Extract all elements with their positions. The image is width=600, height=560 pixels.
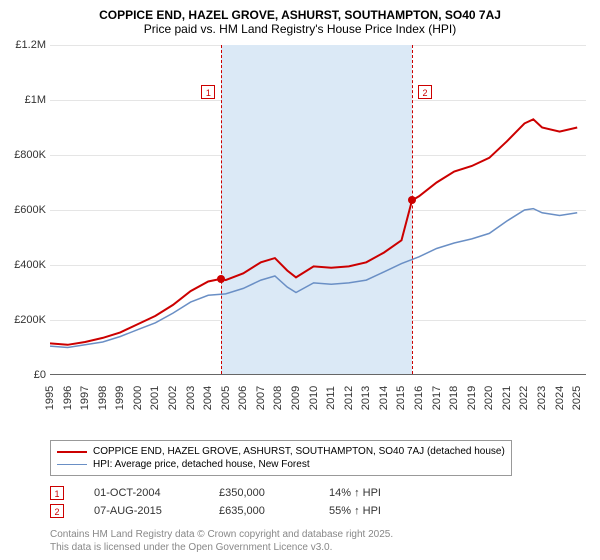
sales-row: 1 01-OCT-2004 £350,000 14% ↑ HPI xyxy=(50,484,590,502)
footer-line-2: This data is licensed under the Open Gov… xyxy=(50,541,590,554)
x-axis-label: 2015 xyxy=(395,386,407,410)
footer-line-1: Contains HM Land Registry data © Crown c… xyxy=(50,528,590,541)
x-axis-label: 2021 xyxy=(501,386,513,410)
x-axis-label: 2010 xyxy=(308,386,320,410)
x-axis-label: 2009 xyxy=(290,386,302,410)
x-axis-label: 2025 xyxy=(571,386,583,410)
sales-row: 2 07-AUG-2015 £635,000 55% ↑ HPI xyxy=(50,502,590,520)
series-lines xyxy=(50,45,586,375)
legend-label: COPPICE END, HAZEL GROVE, ASHURST, SOUTH… xyxy=(93,446,505,457)
footer-attribution: Contains HM Land Registry data © Crown c… xyxy=(50,528,590,554)
x-axis-label: 2014 xyxy=(378,386,390,410)
x-axis-label: 2000 xyxy=(132,386,144,410)
x-axis-label: 2007 xyxy=(255,386,267,410)
x-axis-label: 1996 xyxy=(62,386,74,410)
x-axis-label: 2013 xyxy=(360,386,372,410)
sales-date: 01-OCT-2004 xyxy=(94,487,189,499)
x-axis-label: 2008 xyxy=(272,386,284,410)
legend: COPPICE END, HAZEL GROVE, ASHURST, SOUTH… xyxy=(50,440,512,476)
series-hpi xyxy=(50,209,577,348)
legend-item: COPPICE END, HAZEL GROVE, ASHURST, SOUTH… xyxy=(57,445,505,458)
x-axis-label: 1995 xyxy=(44,386,56,410)
x-axis-label: 1998 xyxy=(97,386,109,410)
y-axis-label: £400K xyxy=(10,259,46,271)
x-axis-label: 2020 xyxy=(483,386,495,410)
chart-title: COPPICE END, HAZEL GROVE, ASHURST, SOUTH… xyxy=(10,8,590,22)
x-axis-label: 2011 xyxy=(325,386,337,410)
x-axis-label: 1999 xyxy=(114,386,126,410)
legend-swatch xyxy=(57,451,87,453)
x-axis-label: 2012 xyxy=(343,386,355,410)
sales-marker: 2 xyxy=(50,504,64,518)
x-axis-label: 2006 xyxy=(237,386,249,410)
sales-hpi-pct: 14% ↑ HPI xyxy=(329,487,381,499)
x-axis-label: 2024 xyxy=(554,386,566,410)
sales-marker: 1 xyxy=(50,486,64,500)
y-axis-label: £800K xyxy=(10,149,46,161)
y-axis-label: £1M xyxy=(10,94,46,106)
sales-price: £350,000 xyxy=(219,487,299,499)
x-axis-label: 2016 xyxy=(413,386,425,410)
x-axis-label: 2003 xyxy=(185,386,197,410)
y-axis-label: £1.2M xyxy=(10,39,46,51)
x-axis-label: 2017 xyxy=(431,386,443,410)
series-property_price xyxy=(50,119,577,344)
y-axis-label: £0 xyxy=(10,369,46,381)
sales-hpi-pct: 55% ↑ HPI xyxy=(329,505,381,517)
legend-label: HPI: Average price, detached house, New … xyxy=(93,459,310,470)
marker-annotation: 1 xyxy=(201,85,215,99)
sales-date: 07-AUG-2015 xyxy=(94,505,189,517)
y-axis-label: £200K xyxy=(10,314,46,326)
x-axis-label: 2018 xyxy=(448,386,460,410)
x-axis-label: 2002 xyxy=(167,386,179,410)
sales-price: £635,000 xyxy=(219,505,299,517)
x-axis-label: 2022 xyxy=(518,386,530,410)
chart-subtitle: Price paid vs. HM Land Registry's House … xyxy=(10,22,590,36)
legend-swatch xyxy=(57,464,87,466)
chart-area: £0 £200K £400K £600K £800K £1M £1.2M 1 2 1995 19… xyxy=(10,40,590,410)
x-axis-label: 2023 xyxy=(536,386,548,410)
x-axis-label: 2001 xyxy=(149,386,161,410)
x-axis-label: 2019 xyxy=(466,386,478,410)
x-axis-label: 2005 xyxy=(220,386,232,410)
marker-annotation: 2 xyxy=(418,85,432,99)
y-axis-label: £600K xyxy=(10,204,46,216)
sales-table: 1 01-OCT-2004 £350,000 14% ↑ HPI 2 07-AUG-201… xyxy=(50,484,590,520)
x-axis-label: 1997 xyxy=(79,386,91,410)
plot-region: 12 1995199619971998199920002001200220032… xyxy=(50,45,586,375)
x-axis-label: 2004 xyxy=(202,386,214,410)
legend-item: HPI: Average price, detached house, New … xyxy=(57,458,505,471)
